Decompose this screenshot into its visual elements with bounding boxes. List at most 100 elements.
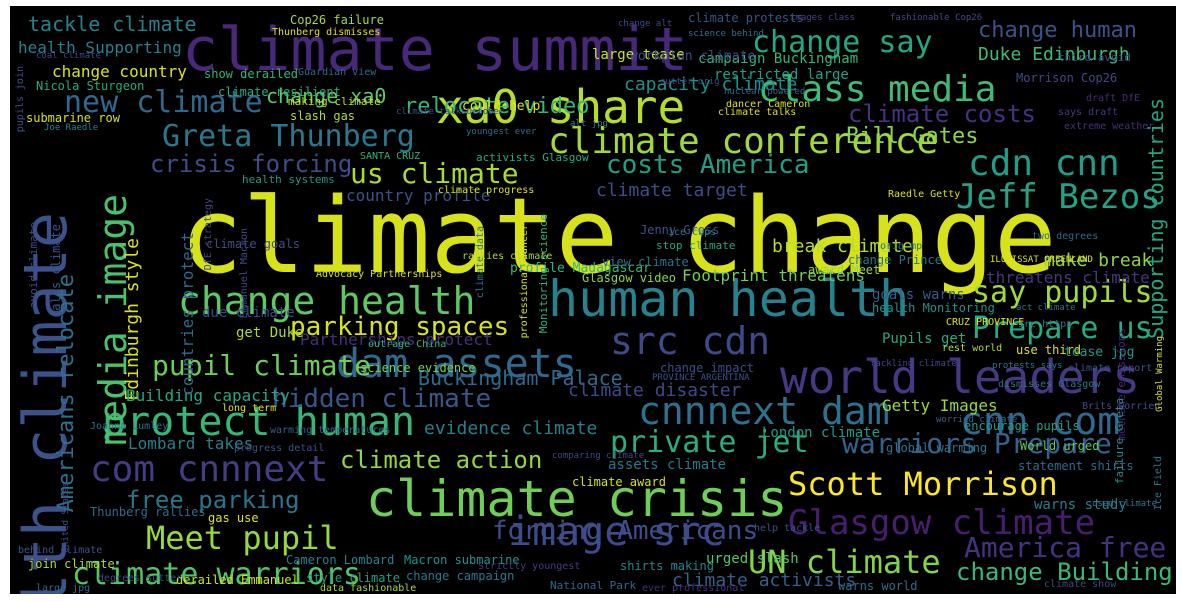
word: slash gas [290, 109, 356, 123]
word: climate activists [672, 570, 857, 591]
word: join climate [28, 557, 115, 571]
word: assets climate [608, 457, 727, 473]
word: data fashionable [320, 583, 417, 594]
word: draft DfE [1086, 93, 1141, 104]
word: hidden climate [272, 384, 492, 414]
word: xa0 share [436, 80, 686, 134]
word: health Supporting [18, 38, 182, 57]
word: change human [978, 18, 1137, 43]
word: Monitoring science [537, 214, 550, 334]
word: countries protect [178, 232, 197, 396]
word: Bill Gates [846, 124, 979, 149]
word: stop climate [656, 239, 736, 252]
word: climate goals [206, 237, 300, 251]
word: DfE strategy [203, 198, 214, 271]
word: climate costs [848, 100, 1036, 128]
word: break climate [772, 236, 913, 257]
word: Advocacy Partnerships [316, 269, 443, 280]
word: UN climate [748, 543, 941, 581]
word: outrage China [368, 339, 447, 350]
word: climate conference [548, 121, 939, 162]
word: Guardian view [298, 67, 377, 78]
word: fashionable Cop26 [890, 13, 983, 23]
word: climate report [1068, 363, 1153, 374]
word: help tackle [754, 523, 821, 534]
word: Greta Thunberg [162, 119, 415, 154]
word: climate protests [688, 11, 804, 25]
word: Buckingham Palace [418, 366, 623, 390]
word: climate action [340, 446, 543, 474]
word: United States [61, 482, 71, 553]
word: Meet pupil [146, 519, 339, 557]
word: country profile [346, 186, 491, 205]
word: large jpg [36, 583, 91, 594]
word: change impact [660, 361, 754, 375]
word: Jenny Gross [640, 223, 720, 237]
word: change xa0 [266, 84, 387, 108]
word: SANTA CRUZ [360, 151, 421, 162]
word: Footprint threatens [682, 266, 866, 285]
word: making climate [288, 95, 381, 108]
word: alt jpg [570, 119, 608, 129]
word: Cop26 failure [290, 13, 384, 27]
word: warns world [838, 579, 918, 593]
word: global warming [886, 441, 988, 455]
word: private jet [610, 425, 809, 460]
word: profile Madagascar [510, 261, 651, 276]
word: Jeff Bezos [956, 177, 1161, 217]
word: Joe Raedle [44, 123, 99, 133]
word: change alt [618, 19, 673, 29]
word: climate talksOctober [396, 107, 505, 117]
word: view climate [602, 255, 689, 269]
word: get Duke [236, 325, 304, 341]
word: climate disaster [568, 380, 742, 401]
word: threatens climate [986, 268, 1150, 287]
word: use third [1016, 343, 1082, 357]
word: ILULISSAT GREENLAND [990, 255, 1093, 265]
word: orig mp [880, 241, 923, 252]
word: calls climate [49, 224, 63, 318]
word: change Prince [848, 253, 942, 267]
word: gas use [208, 511, 259, 525]
word: extreme weather [1064, 121, 1155, 132]
word: Scott Morrison [788, 465, 1058, 503]
word: Pupils get [882, 331, 967, 347]
word: dancer Cameron [726, 99, 811, 110]
word: us climate [350, 157, 519, 190]
word: Global Warming [1155, 336, 1165, 412]
word: act climate [1016, 303, 1076, 313]
word: progress detail [234, 443, 325, 454]
word: behind climate [18, 545, 103, 556]
word: Joanna Lumley [90, 421, 169, 432]
word: cnnnext dam [638, 389, 890, 433]
word: Thunberg rallies [90, 505, 206, 519]
word-cloud: climate change climate summit health cli… [10, 6, 1176, 594]
word: ever professional [642, 583, 745, 594]
word: Prepare us [972, 311, 1153, 346]
word: large tease [592, 47, 685, 63]
word: climate change [180, 175, 1057, 297]
word: climate crisis [366, 470, 788, 528]
word: warns study [1034, 497, 1127, 513]
word: com cnnnext [90, 449, 329, 490]
word: activists Glasgow [476, 151, 589, 164]
word: Cameron Lombard [286, 553, 395, 567]
word: restricted large [714, 67, 849, 83]
word: protect human [102, 399, 416, 445]
word: pupil climate [152, 349, 372, 382]
word: worried climate [936, 415, 1018, 425]
word: science behind [688, 29, 764, 39]
word: Strictly youngest [478, 561, 581, 572]
word: evidence climate [424, 418, 598, 439]
word: degrees sutter [98, 573, 183, 584]
word: cnn com [960, 399, 1121, 443]
word: Supporting countries [1144, 98, 1168, 339]
word: submarine row [26, 111, 120, 125]
word: Duke Edinburgh [978, 44, 1130, 65]
word: tackling climate [870, 359, 957, 369]
word: dismisses Glasgow [998, 379, 1101, 390]
word: London climate [762, 425, 881, 441]
word: change say [752, 25, 933, 60]
word: capacity climate [624, 74, 798, 95]
word: tackle climate [28, 12, 197, 36]
